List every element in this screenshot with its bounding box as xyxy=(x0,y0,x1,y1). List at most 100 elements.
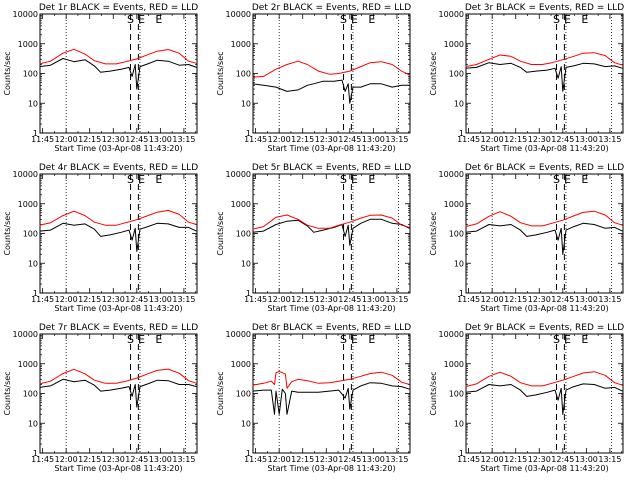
x-tick-label: 12:15 xyxy=(504,455,527,464)
event-marker-label: S xyxy=(340,333,347,346)
series-line-lld xyxy=(465,210,623,228)
event-marker-label: E xyxy=(351,333,358,346)
x-tick-label: 13:00 xyxy=(362,295,385,304)
event-marker-label: S xyxy=(340,173,347,186)
chart-panel-3: Det 3r BLACK = Events, RED = LLD 1 10 100 10… xyxy=(429,3,624,153)
event-marker-label: E xyxy=(564,13,571,26)
x-tick-label: 12:45 xyxy=(551,455,574,464)
chart-panel-6: Det 6r BLACK = Events, RED = LLD 1 10 100 10… xyxy=(429,163,624,313)
y-tick-label: 100 xyxy=(236,70,251,79)
y-axis-label: Counts/sec xyxy=(429,51,438,95)
chart-title: Det 1r BLACK = Events, RED = LLD xyxy=(39,3,198,13)
x-tick-label: 13:15 xyxy=(385,455,408,464)
series-line-lld xyxy=(252,214,410,230)
y-tick-label: 1 xyxy=(459,449,464,458)
y-tick-label: 1 xyxy=(246,129,251,138)
x-tick-label: 12:45 xyxy=(125,135,148,144)
y-tick-label: 10 xyxy=(28,99,38,108)
chart-title: Det 7r BLACK = Events, RED = LLD xyxy=(39,323,198,333)
y-tick-label: 10000 xyxy=(226,330,251,339)
x-tick-label: 13:00 xyxy=(362,135,385,144)
event-marker-label: E xyxy=(138,173,145,186)
y-tick-label: 1 xyxy=(459,289,464,298)
x-tick-label: 12:30 xyxy=(528,135,551,144)
event-marker-label: E xyxy=(351,13,358,26)
event-marker-label: E xyxy=(368,173,375,186)
plot-frame xyxy=(39,173,198,294)
y-axis-label: Counts/sec xyxy=(3,51,12,95)
x-axis-label: Start Time (03-Apr-08 11:43:20) xyxy=(267,144,395,153)
y-tick-label: 100 xyxy=(23,230,38,239)
y-tick-label: 100 xyxy=(449,70,464,79)
y-tick-label: 10 xyxy=(241,259,251,268)
chart-panel-2: Det 2r BLACK = Events, RED = LLD 1 10 100 10… xyxy=(216,3,411,153)
y-tick-label: 100 xyxy=(23,390,38,399)
y-tick-label: 1000 xyxy=(444,360,464,369)
x-tick-label: 12:30 xyxy=(102,295,125,304)
series-line-lld xyxy=(465,52,623,68)
x-tick-label: 12:00 xyxy=(55,135,78,144)
x-tick-label: 12:00 xyxy=(268,295,291,304)
plot-frame xyxy=(252,173,411,294)
x-tick-label: 12:30 xyxy=(315,295,338,304)
series-line-lld xyxy=(465,371,623,388)
x-axis-label: Start Time (03-Apr-08 11:43:20) xyxy=(267,304,395,313)
series-line-lld xyxy=(39,209,197,226)
x-axis-label: Start Time (03-Apr-08 11:43:20) xyxy=(54,144,182,153)
chart-panel-4: Det 4r BLACK = Events, RED = LLD 1 10 100 10… xyxy=(3,163,198,313)
chart-title: Det 8r BLACK = Events, RED = LLD xyxy=(252,323,411,333)
event-marker-label: E xyxy=(368,333,375,346)
chart-title: Det 6r BLACK = Events, RED = LLD xyxy=(465,163,624,173)
x-tick-label: 13:00 xyxy=(575,455,598,464)
x-tick-label: 12:30 xyxy=(528,295,551,304)
y-tick-label: 1000 xyxy=(18,200,38,209)
x-tick-label: 13:00 xyxy=(362,455,385,464)
x-tick-label: 12:30 xyxy=(102,455,125,464)
x-tick-label: 12:15 xyxy=(291,455,314,464)
chart-panel-7: Det 7r BLACK = Events, RED = LLD 1 10 100 10… xyxy=(3,323,198,473)
x-tick-label: 11:45 xyxy=(31,135,54,144)
y-tick-label: 1000 xyxy=(231,40,251,49)
x-axis-label: Start Time (03-Apr-08 11:43:20) xyxy=(480,464,608,473)
x-tick-label: 13:15 xyxy=(172,295,195,304)
x-tick-label: 12:15 xyxy=(504,295,527,304)
event-marker-label: E xyxy=(368,13,375,26)
y-tick-label: 10000 xyxy=(439,170,464,179)
x-tick-label: 12:45 xyxy=(338,295,361,304)
y-axis-label: Counts/sec xyxy=(3,211,12,255)
x-tick-label: 12:15 xyxy=(504,135,527,144)
y-axis-label: Counts/sec xyxy=(216,371,225,415)
y-tick-label: 1000 xyxy=(18,360,38,369)
event-marker-label: E xyxy=(581,173,588,186)
x-tick-label: 13:15 xyxy=(598,295,621,304)
chart-panel-5: Det 5r BLACK = Events, RED = LLD 1 10 100 10… xyxy=(216,163,411,313)
x-tick-label: 13:15 xyxy=(172,455,195,464)
y-tick-label: 10 xyxy=(454,419,464,428)
y-tick-label: 10000 xyxy=(13,10,38,19)
y-tick-label: 100 xyxy=(23,70,38,79)
event-marker-label: E xyxy=(138,333,145,346)
y-tick-label: 1 xyxy=(33,289,38,298)
x-tick-label: 13:15 xyxy=(598,455,621,464)
x-tick-label: 11:45 xyxy=(457,295,480,304)
event-marker-label: S xyxy=(553,173,560,186)
x-tick-label: 13:00 xyxy=(575,295,598,304)
x-tick-label: 11:45 xyxy=(457,135,480,144)
y-tick-label: 1000 xyxy=(444,200,464,209)
y-tick-label: 10000 xyxy=(226,10,251,19)
x-tick-label: 13:15 xyxy=(172,135,195,144)
x-tick-label: 11:45 xyxy=(457,455,480,464)
y-tick-label: 1 xyxy=(246,289,251,298)
chart-title: Det 3r BLACK = Events, RED = LLD xyxy=(465,3,624,13)
x-tick-label: 12:45 xyxy=(338,135,361,144)
chart-title: Det 9r BLACK = Events, RED = LLD xyxy=(465,323,624,333)
y-tick-label: 10 xyxy=(454,259,464,268)
y-tick-label: 10 xyxy=(241,99,251,108)
x-tick-label: 11:45 xyxy=(244,135,267,144)
chart-title: Det 4r BLACK = Events, RED = LLD xyxy=(39,163,198,173)
y-axis-label: Counts/sec xyxy=(3,371,12,415)
chart-panel-8: Det 8r BLACK = Events, RED = LLD 1 10 100 10… xyxy=(216,323,411,473)
x-axis-label: Start Time (03-Apr-08 11:43:20) xyxy=(480,304,608,313)
y-tick-label: 10 xyxy=(241,419,251,428)
y-tick-label: 1000 xyxy=(18,40,38,49)
